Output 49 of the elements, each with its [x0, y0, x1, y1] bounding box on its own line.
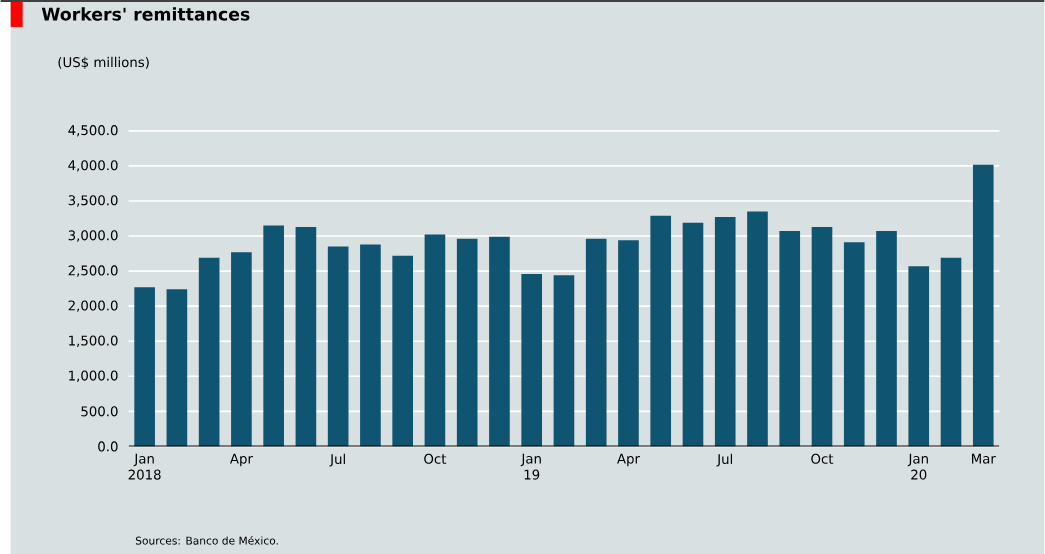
source-note: Sources: Banco de México. — [135, 535, 278, 545]
bar — [972, 164, 994, 447]
x-tick-label: Jan 19 — [520, 453, 541, 480]
y-tick-label: 2,500.0 — [68, 265, 118, 277]
y-tick-label: 2,000.0 — [68, 300, 118, 312]
bar — [908, 266, 930, 447]
bar — [392, 255, 413, 447]
bar — [198, 257, 220, 447]
y-tick-label: 4,500.0 — [68, 124, 118, 137]
x-tick-label: Jan 2018 — [128, 453, 161, 480]
y-tick-label: 0.0 — [98, 441, 118, 452]
bar — [134, 287, 155, 447]
bar — [456, 238, 478, 447]
bar — [424, 234, 446, 447]
bar — [327, 246, 349, 447]
bar — [779, 230, 801, 447]
bar — [650, 215, 672, 447]
x-tick-label: Mar — [972, 453, 996, 464]
bar — [876, 230, 897, 447]
chart-subtitle: (US$ millions) — [58, 56, 149, 69]
bar — [618, 240, 639, 447]
bar — [166, 289, 188, 447]
x-tick-label: Jan 20 — [907, 453, 928, 480]
y-tick-label: 1,500.0 — [69, 335, 118, 347]
bar — [747, 211, 768, 447]
bar — [263, 225, 284, 447]
y-tick-label: 500.0 — [81, 406, 118, 417]
x-tick-label: Jul — [329, 453, 345, 467]
y-tick-label: 3,500.0 — [68, 195, 118, 207]
x-tick-label: Apr — [229, 453, 253, 467]
y-tick-label: 3,000.0 — [68, 230, 118, 242]
bar — [811, 226, 833, 447]
bar — [231, 252, 252, 447]
bar — [553, 275, 575, 447]
bar — [585, 238, 607, 447]
y-tick-label: 4,000.0 — [68, 160, 118, 172]
bar — [843, 242, 865, 447]
x-tick-label: Oct — [811, 453, 834, 464]
x-tick-label: Oct — [424, 453, 447, 464]
x-tick-label: Jul — [716, 453, 733, 467]
chart-title: Workers' remittances — [41, 7, 250, 21]
bar — [940, 257, 962, 447]
bar — [682, 222, 704, 447]
bar — [360, 244, 381, 447]
bar — [489, 236, 510, 447]
bar — [295, 226, 317, 447]
x-tick-label: Apr — [617, 453, 640, 467]
y-tick-label: 1,000.0 — [69, 370, 118, 382]
bar — [714, 216, 736, 447]
